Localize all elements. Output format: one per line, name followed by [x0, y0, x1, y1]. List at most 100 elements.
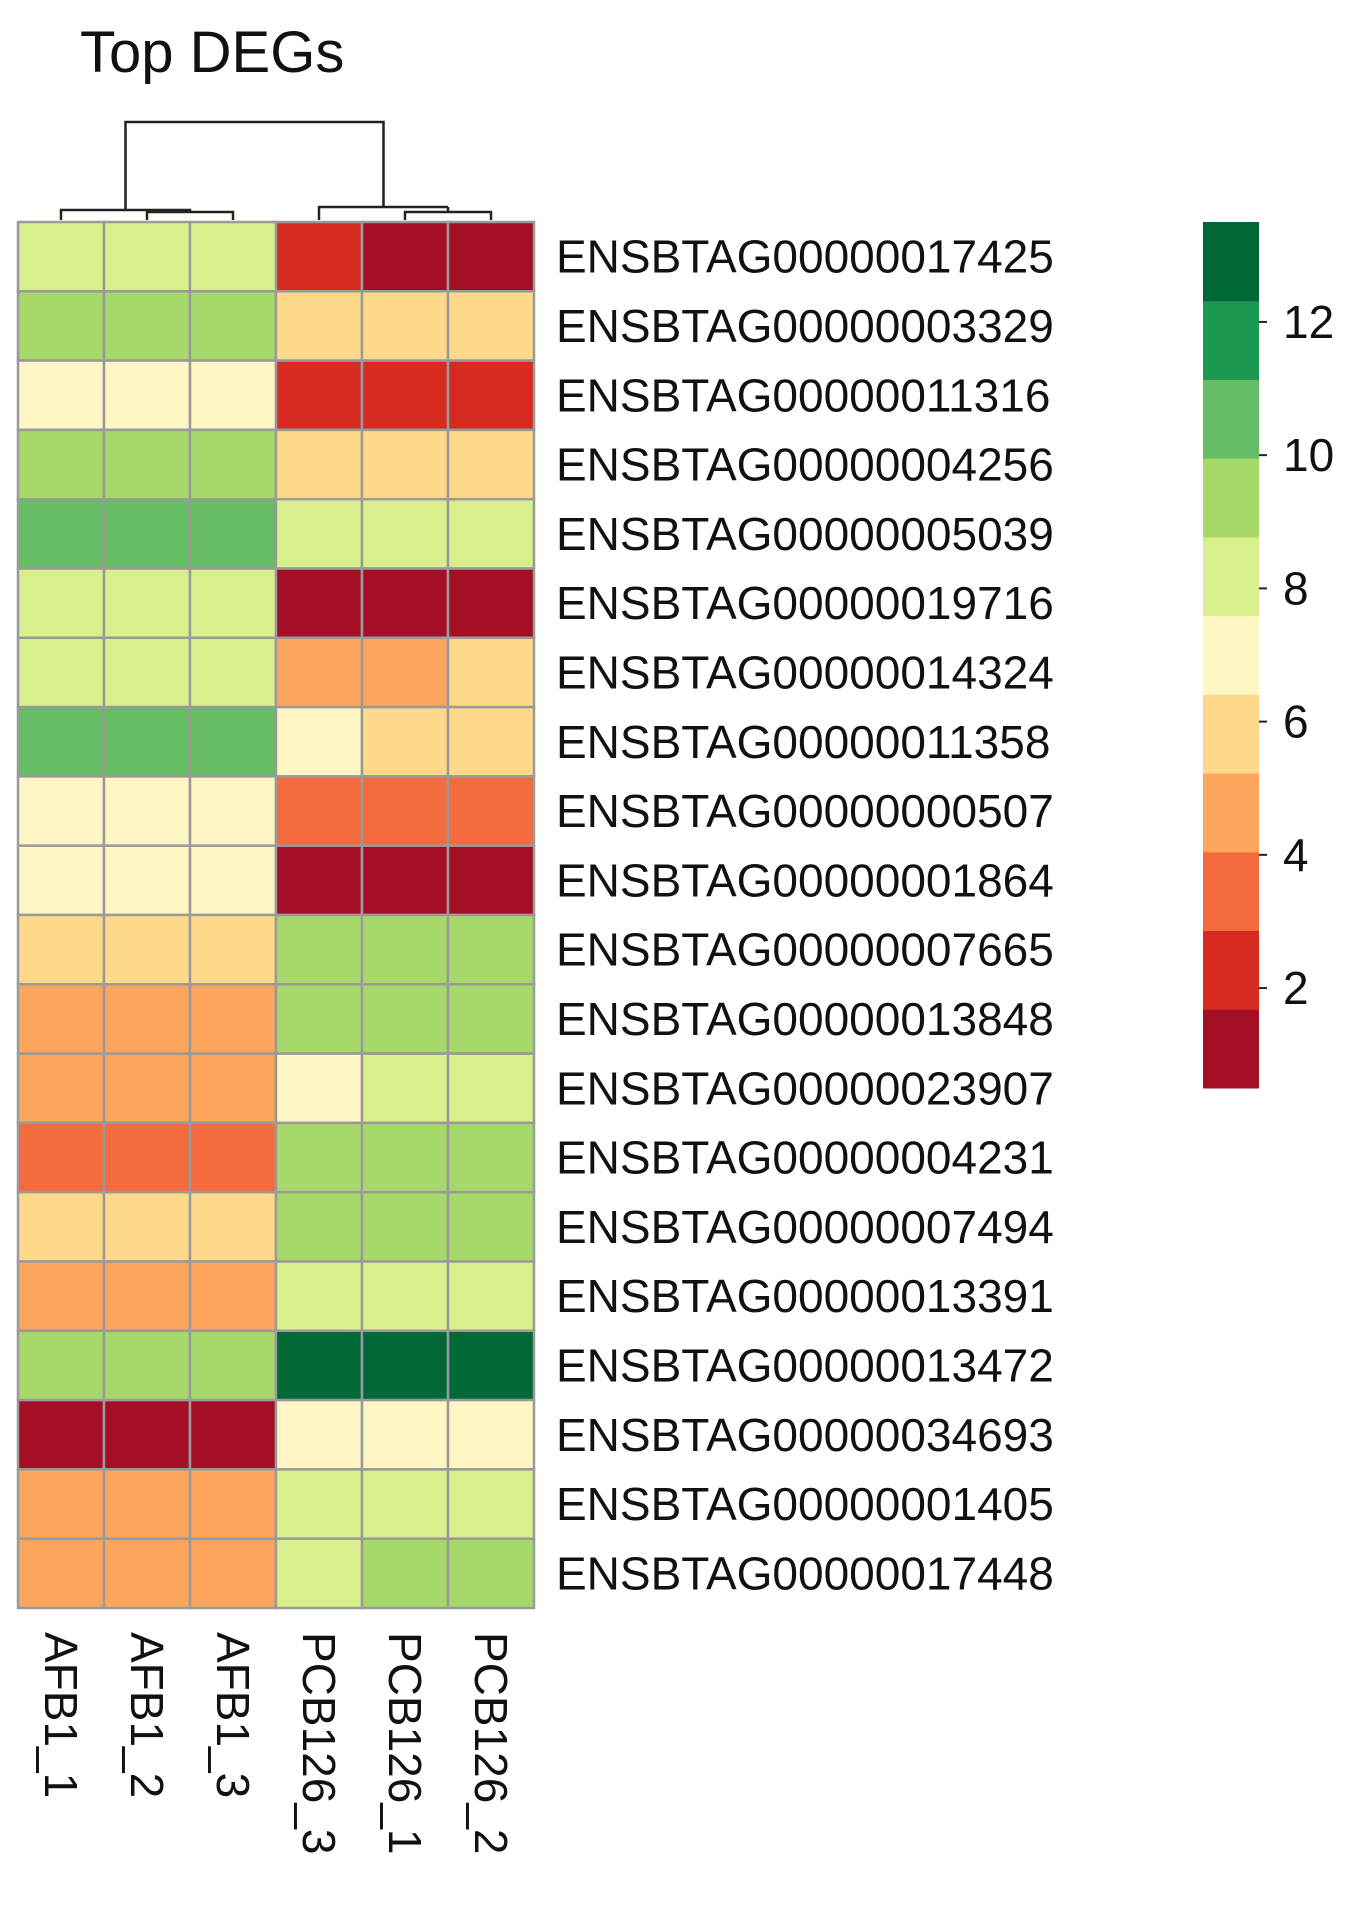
legend-swatch: [1203, 615, 1259, 695]
column-label: PCB126_3: [293, 1632, 345, 1855]
row-label: ENSBTAG00000019716: [556, 577, 1054, 629]
heatmap-cell: [16, 983, 106, 1055]
heatmap-cell: [360, 1052, 450, 1125]
heatmap-cell: [446, 1537, 536, 1610]
legend-swatch: [1203, 930, 1259, 1010]
row-label: ENSBTAG00000013848: [556, 993, 1054, 1045]
heatmap-cell: [274, 1468, 364, 1540]
heatmap-cell: [360, 1190, 450, 1263]
heatmap-cell: [274, 428, 364, 501]
heatmap-cell: [188, 775, 278, 847]
heatmap-cell: [102, 220, 192, 293]
heatmap-cell: [360, 775, 450, 847]
heatmap-cell: [16, 1121, 106, 1194]
heatmap-cell: [446, 497, 536, 570]
dendrogram-branch: [124, 120, 385, 210]
heatmap-cell: [102, 1052, 192, 1125]
heatmap-cell: [360, 844, 450, 917]
heatmap-cell: [102, 1329, 192, 1402]
heatmap-cell: [446, 1260, 536, 1333]
heatmap-cell: [446, 636, 536, 709]
heatmap-cell: [360, 705, 450, 778]
heatmap-cell: [188, 220, 278, 293]
heatmap-cell: [446, 1052, 536, 1125]
heatmap-cell: [16, 290, 106, 362]
column-labels: AFB1_1 AFB1_2 AFB1_3 PCB126_3 PCB126_1 PCB126…: [35, 1632, 517, 1855]
heatmap-cells: [16, 220, 536, 1610]
heatmap-cell: [102, 567, 192, 640]
heatmap-cell: [446, 359, 536, 432]
heatmap-cell: [188, 1468, 278, 1540]
heatmap-cell: [274, 844, 364, 917]
heatmap-cell: [446, 844, 536, 917]
heatmap-cell: [102, 1537, 192, 1610]
heatmap-cell: [188, 290, 278, 362]
dendrogram-branch: [145, 210, 235, 220]
heatmap-cell: [360, 1329, 450, 1402]
row-label: ENSBTAG00000013391: [556, 1270, 1054, 1322]
heatmap-cell: [188, 359, 278, 432]
heatmap-cell: [16, 1052, 106, 1125]
heatmap-cell: [188, 1329, 278, 1402]
heatmap-cell: [16, 844, 106, 917]
legend-swatch: [1203, 300, 1259, 380]
row-label: ENSBTAG00000023907: [556, 1062, 1054, 1114]
heatmap-cell: [446, 1329, 536, 1402]
heatmap-cell: [274, 913, 364, 986]
chart-title: Top DEGs: [80, 20, 344, 85]
heatmap-cell: [102, 428, 192, 501]
heatmap-cell: [188, 1052, 278, 1125]
heatmap-cell: [16, 428, 106, 501]
heatmap-cell: [102, 290, 192, 362]
heatmap-cell: [102, 1121, 192, 1194]
column-label: AFB1_3: [207, 1632, 259, 1798]
heatmap-cell: [16, 1398, 106, 1471]
row-label: ENSBTAG00000014324: [556, 646, 1054, 698]
heatmap-cell: [16, 1260, 106, 1333]
heatmap-cell: [16, 1468, 106, 1540]
heatmap-cell: [446, 567, 536, 640]
heatmap-cell: [16, 359, 106, 432]
heatmap-cell: [446, 775, 536, 847]
heatmap-cell: [16, 705, 106, 778]
heatmap-cell: [446, 290, 536, 362]
heatmap-cell: [102, 844, 192, 917]
row-label: ENSBTAG00000007665: [556, 924, 1054, 976]
heatmap-cell: [360, 359, 450, 432]
heatmap-cell: [360, 567, 450, 640]
heatmap-cell: [102, 705, 192, 778]
heatmap-cell: [446, 1190, 536, 1263]
heatmap-cell: [102, 497, 192, 570]
heatmap-cell: [16, 1190, 106, 1263]
heatmap-cell: [188, 1260, 278, 1333]
heatmap-cell: [188, 1190, 278, 1263]
heatmap-cell: [360, 220, 450, 293]
heatmap-cell: [102, 1190, 192, 1263]
heatmap-cell: [188, 705, 278, 778]
heatmap-cell: [360, 290, 450, 362]
heatmap-cell: [274, 290, 364, 362]
heatmap-cell: [102, 1260, 192, 1333]
heatmap-cell: [274, 497, 364, 570]
heatmap-cell: [274, 983, 364, 1055]
heatmap-cell: [446, 1398, 536, 1471]
heatmap-cell: [102, 913, 192, 986]
row-label: ENSBTAG00000003329: [556, 300, 1054, 352]
legend-tick-label: 2: [1283, 962, 1309, 1014]
heatmap-cell: [446, 913, 536, 986]
heatmap-cell: [188, 1537, 278, 1610]
heatmap-cell: [446, 983, 536, 1055]
row-label: ENSBTAG00000000507: [556, 785, 1054, 837]
heatmap-cell: [274, 1190, 364, 1263]
heatmap-cell: [188, 1398, 278, 1471]
heatmap-cell: [360, 497, 450, 570]
legend-swatch: [1203, 379, 1259, 459]
column-label: AFB1_1: [35, 1632, 87, 1798]
row-label: ENSBTAG00000001864: [556, 854, 1054, 906]
heatmap-cell: [274, 1398, 364, 1471]
heatmap-cell: [360, 428, 450, 501]
heatmap-cell: [360, 1468, 450, 1540]
heatmap-cell: [274, 1052, 364, 1125]
heatmap-cell: [16, 636, 106, 709]
legend-swatch: [1203, 851, 1259, 932]
